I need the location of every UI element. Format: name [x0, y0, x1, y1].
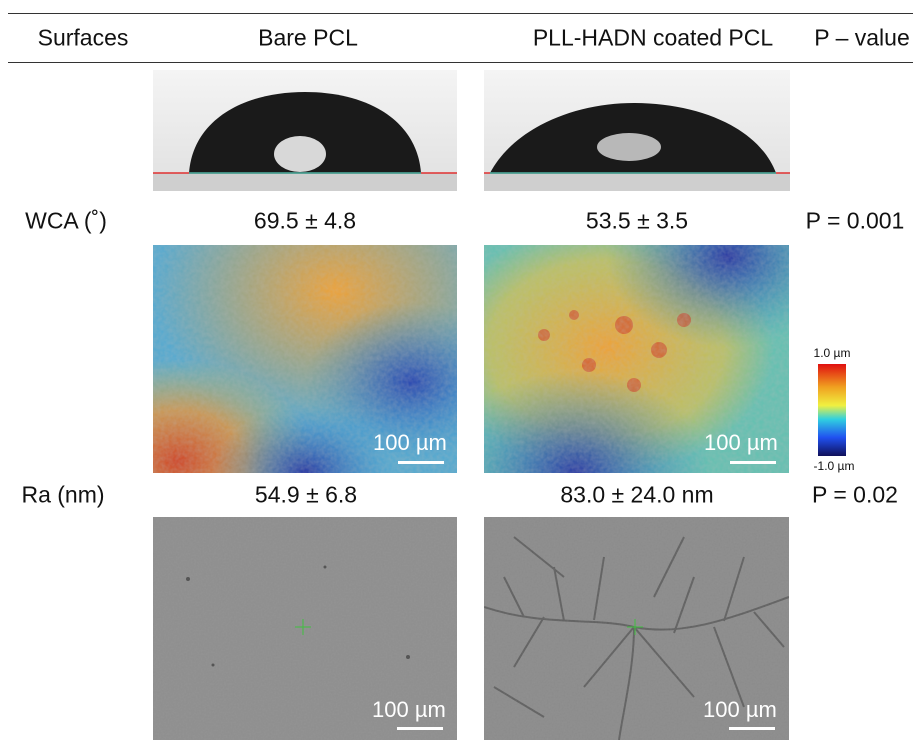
colorbar [818, 364, 846, 456]
scale-bar [397, 727, 443, 730]
row-label: Ra (nm) [21, 481, 105, 508]
scale-bar [398, 461, 444, 464]
header-rule [8, 62, 913, 63]
afm-image [484, 245, 789, 473]
colorbar-label: 1.0 µm [813, 346, 851, 360]
cell-value: 69.5 ± 4.8 [253, 207, 357, 234]
cell-value: 54.9 ± 6.8 [254, 481, 358, 508]
droplet-image [153, 70, 457, 191]
scale-bar-label: 100 µm [372, 697, 446, 722]
scale-bar [729, 727, 775, 730]
column-header: PLL-HADN coated PCL [532, 24, 774, 51]
p-value: P = 0.001 [805, 207, 905, 234]
colorbar-label: -1.0 µm [813, 459, 855, 473]
column-header: Surfaces [37, 24, 129, 51]
scale-bar-label: 100 µm [704, 430, 778, 455]
sem-image [153, 517, 457, 740]
scale-bar-label: 100 µm [703, 697, 777, 722]
scale-bar [730, 461, 776, 464]
afm-image [153, 245, 457, 473]
column-header: P – value [814, 24, 910, 51]
row-label: WCA (˚) [25, 207, 107, 234]
scale-bar-label: 100 µm [373, 430, 447, 455]
droplet-image [484, 70, 790, 191]
p-value: P = 0.02 [812, 481, 898, 508]
column-header: Bare PCL [258, 24, 358, 51]
top-rule [8, 13, 913, 14]
cell-value: 83.0 ± 24.0 nm [560, 481, 714, 508]
sem-image [484, 517, 789, 740]
cell-value: 53.5 ± 3.5 [585, 207, 689, 234]
